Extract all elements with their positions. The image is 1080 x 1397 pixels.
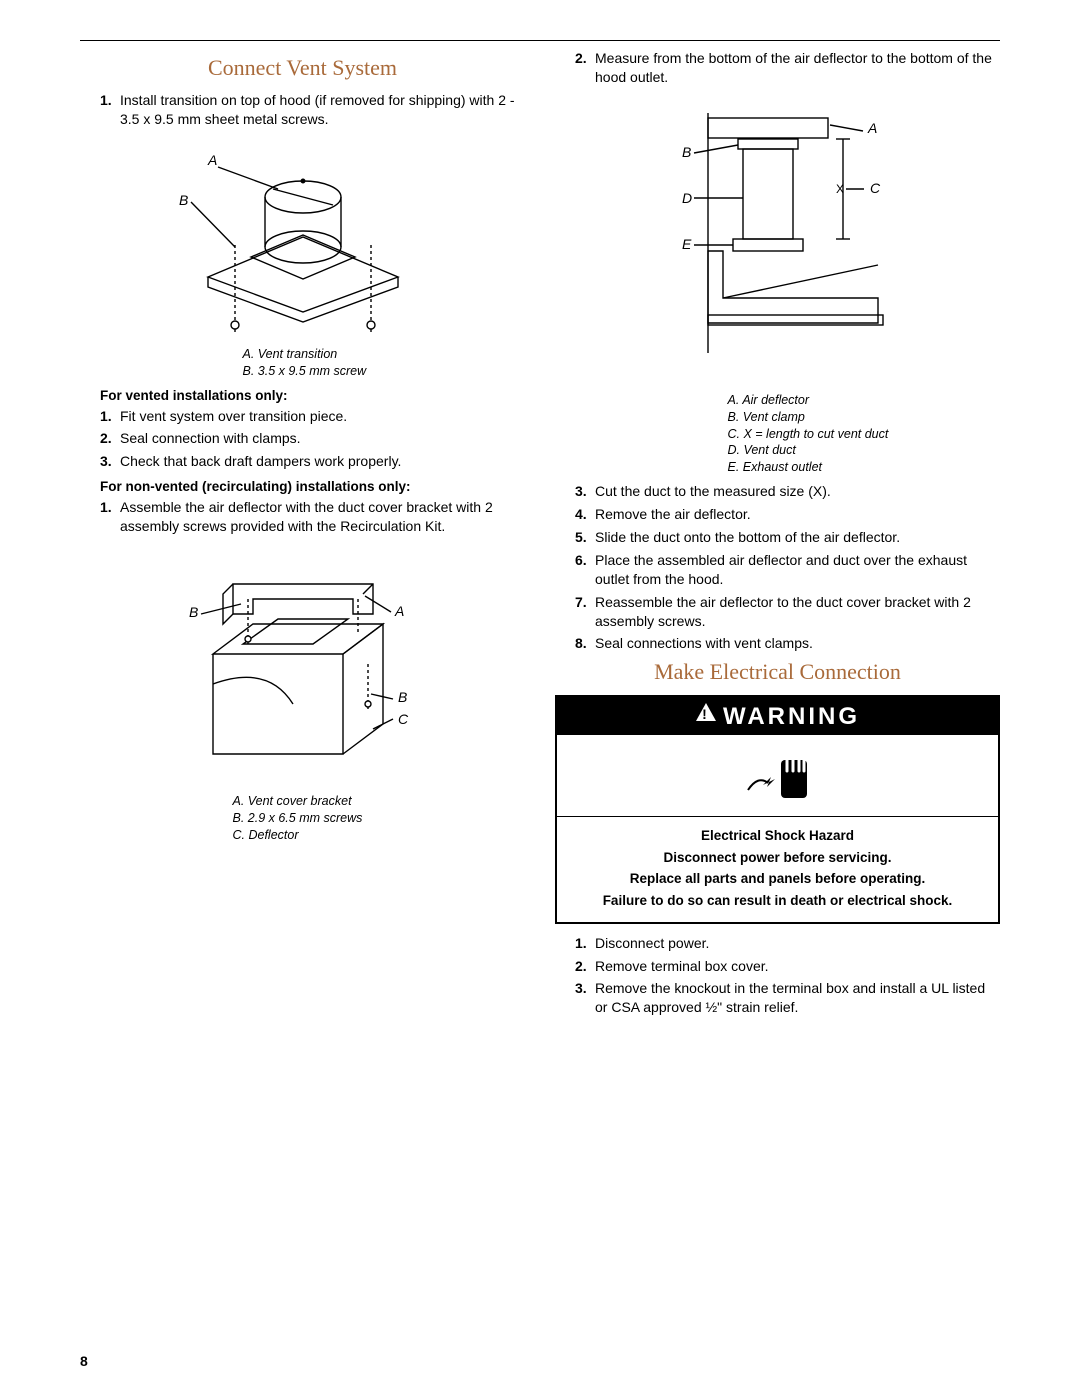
list-item: 3.Cut the duct to the measured size (X). (575, 482, 1000, 501)
page-number: 8 (80, 1353, 88, 1369)
fig2-label-a: A (394, 603, 404, 619)
svg-text:!: ! (702, 706, 710, 722)
list-item: 2.Seal connection with clamps. (100, 429, 525, 448)
nonvented-list: 1.Assemble the air deflector with the du… (80, 498, 525, 536)
fig2-label-b1: B (189, 604, 198, 620)
list-item: 1. Install transition on top of hood (if… (100, 91, 525, 129)
section-title-connect-vent: Connect Vent System (80, 55, 525, 81)
list-item: 8.Seal connections with vent clamps. (575, 634, 1000, 653)
list-item: 5.Slide the duct onto the bottom of the … (575, 528, 1000, 547)
fig1-caption: A. Vent transition B. 3.5 x 9.5 mm screw (243, 346, 433, 380)
fig1-svg: A B (173, 137, 433, 337)
figure-deflector-bracket: B A B C A. Vent cover bracket B. 2.9 x 6… (173, 544, 433, 844)
measure-list: 2.Measure from the bottom of the air def… (555, 49, 1000, 87)
list-item: 4.Remove the air deflector. (575, 505, 1000, 524)
list-item: 1.Disconnect power. (575, 934, 1000, 953)
warning-header: ! WARNING (557, 697, 998, 735)
two-column-layout: Connect Vent System 1. Install transitio… (80, 49, 1000, 1021)
fig3-label-d: D (682, 190, 692, 206)
warning-body: Electrical Shock Hazard Disconnect power… (557, 816, 998, 921)
list-item: 6.Place the assembled air deflector and … (575, 551, 1000, 589)
figure-hood-side: X B D E A C A. Air deflector B. Vent cla… (638, 93, 918, 476)
fig1-label-b: B (179, 192, 188, 208)
section-title-electrical: Make Electrical Connection (555, 659, 1000, 685)
post-list: 3.Cut the duct to the measured size (X).… (555, 482, 1000, 653)
fig2-label-c: C (398, 711, 409, 727)
figure-vent-transition: A B A. Vent transition B. 3.5 x 9.5 mm s… (173, 137, 433, 380)
right-column: 2.Measure from the bottom of the air def… (555, 49, 1000, 1021)
fig3-svg: X B D E A C (638, 93, 918, 383)
intro-list: 1. Install transition on top of hood (if… (80, 91, 525, 129)
list-item: 3.Remove the knockout in the terminal bo… (575, 979, 1000, 1017)
svg-text:X: X (836, 182, 844, 196)
left-column: Connect Vent System 1. Install transitio… (80, 49, 525, 1021)
fig3-caption: A. Air deflector B. Vent clamp C. X = le… (728, 392, 918, 476)
subhead-vented: For vented installations only: (100, 388, 525, 403)
fig1-label-a: A (207, 152, 217, 168)
fig2-label-b2: B (398, 689, 407, 705)
list-item: 1.Fit vent system over transition piece. (100, 407, 525, 426)
list-item: 7.Reassemble the air deflector to the du… (575, 593, 1000, 631)
warning-head-text: WARNING (723, 703, 860, 730)
fig3-label-a: A (867, 120, 877, 136)
fig2-svg: B A B C (173, 544, 433, 784)
fig3-label-c: C (870, 180, 881, 196)
shock-icon-row (557, 735, 998, 816)
warning-box: ! WARNING (555, 695, 1000, 923)
item-number: 1. (100, 91, 112, 110)
fig2-caption: A. Vent cover bracket B. 2.9 x 6.5 mm sc… (233, 793, 433, 844)
vented-list: 1.Fit vent system over transition piece.… (80, 407, 525, 472)
shock-icon (743, 745, 813, 805)
fig3-label-e: E (682, 236, 692, 252)
list-item: 2.Remove terminal box cover. (575, 957, 1000, 976)
list-item: 1.Assemble the air deflector with the du… (100, 498, 525, 536)
list-item: 2.Measure from the bottom of the air def… (575, 49, 1000, 87)
electrical-list: 1.Disconnect power. 2.Remove terminal bo… (555, 934, 1000, 1018)
subhead-nonvented: For non-vented (recirculating) installat… (100, 479, 525, 494)
warning-triangle-icon: ! (695, 701, 717, 729)
top-rule (80, 40, 1000, 41)
list-item: 3.Check that back draft dampers work pro… (100, 452, 525, 471)
fig3-label-b: B (682, 144, 691, 160)
item-text: Install transition on top of hood (if re… (120, 92, 515, 127)
